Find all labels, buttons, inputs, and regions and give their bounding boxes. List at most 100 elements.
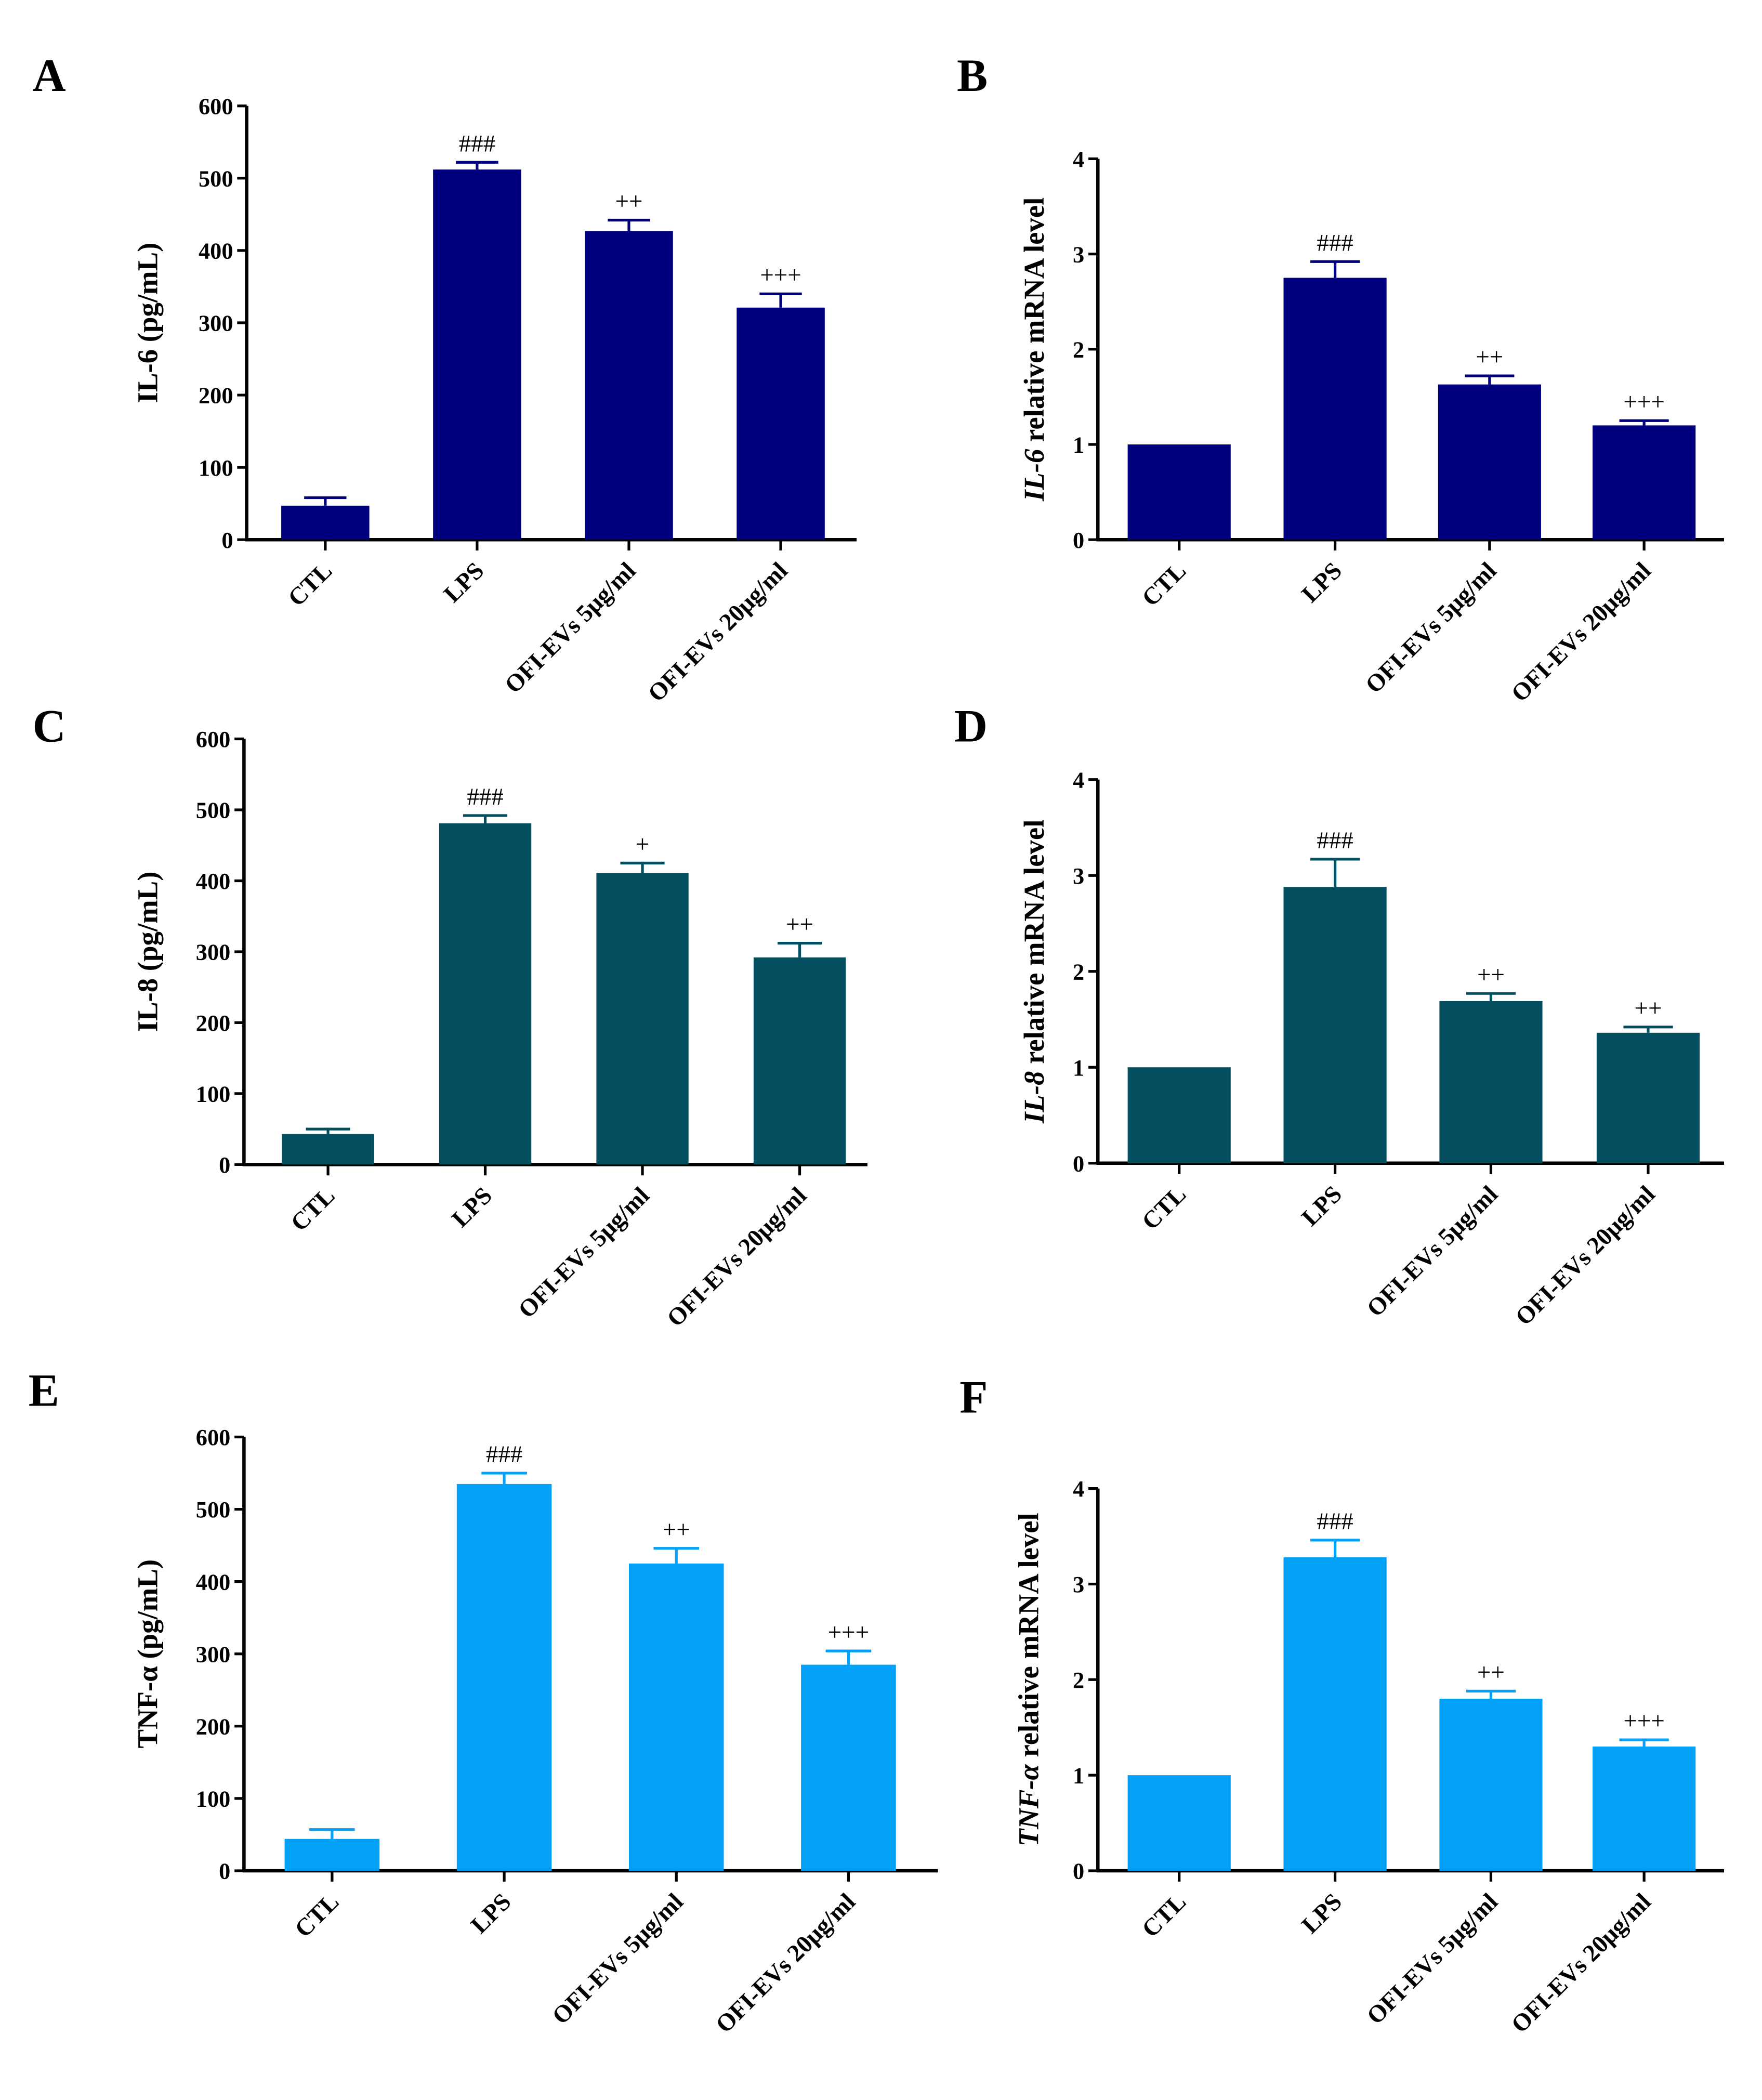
bar-3 [1593,1746,1696,1871]
significance-label: ### [1317,1508,1353,1535]
x-tick-label: OFI-EVs 5μg/ml [1362,1888,1503,2030]
y-axis-label: IL-6 relative mRNA level [1018,198,1050,502]
x-tick-label: CTL [283,557,337,612]
y-axis-label-gene: IL-6 [1018,449,1050,502]
x-tick-label: OFI-EVs 5μg/ml [547,1888,688,2030]
y-tick-label: 400 [196,868,231,894]
panel-e: E 0 100 200 300 400 500 600 TNF-α (pg/mL) CTL LPS #… [29,1366,938,2038]
y-tick-label: 600 [199,93,233,119]
y-tick-label: 600 [196,726,231,752]
y-tick-label: 0 [1073,527,1084,553]
panel-b: B 0 1 2 3 4 IL-6 relative mRNA level CTL LPS ### O… [957,50,1724,707]
x-tick-label: OFI-EVs 5μg/ml [513,1182,654,1323]
y-axis-label: IL-8 relative mRNA level [1018,820,1050,1124]
significance-label: ++ [663,1516,690,1543]
x-tick-label: OFI-EVs 20μg/ml [1506,1888,1656,2039]
y-tick-label: 0 [1073,1858,1084,1884]
x-tick-label: OFI-EVs 20μg/ml [662,1182,812,1332]
y-axis-label-gene: IL-8 [1018,1071,1050,1124]
y-axis-label: TNF-α (pg/mL) [132,1559,163,1749]
y-tick-label: 0 [219,1152,230,1178]
bar-3 [1596,1032,1700,1163]
y-axis-label: TNF-α relative mRNA level [1013,1513,1044,1846]
y-tick-label: 400 [199,238,233,264]
y-tick-label: 0 [219,1858,230,1884]
y-tick-label: 500 [196,797,231,823]
bar-2 [596,873,689,1165]
y-tick-label: 200 [196,1010,231,1036]
significance-label: ### [467,783,503,810]
significance-label: ### [1317,827,1353,854]
y-tick-label: 300 [196,939,231,965]
x-tick-label: OFI-EVs 5μg/ml [1362,1180,1503,1322]
y-tick-label: 100 [196,1786,231,1812]
y-tick-label: 4 [1073,1476,1084,1502]
panel-letter: C [33,701,66,752]
bar-3 [801,1664,896,1871]
y-axis-label-text: relative mRNA level [1018,198,1050,449]
y-tick-label: 4 [1073,146,1084,172]
bar-3 [753,957,846,1165]
bar-2 [585,231,673,540]
significance-label: ++ [1477,961,1505,988]
y-tick-label: 500 [196,1497,231,1522]
panel-f: F 0 1 2 3 4 TNF-α relative mRNA level CTL LPS ###… [959,1372,1724,2039]
bar-0 [281,505,370,540]
y-tick-label: 200 [196,1713,231,1739]
y-tick-label: 1 [1073,1055,1084,1081]
panel-letter: A [33,50,66,101]
bar-0 [1127,1067,1231,1163]
y-tick-label: 600 [196,1424,231,1450]
significance-label: +++ [1623,388,1664,415]
x-tick-label: CTL [1137,1888,1191,1943]
bar-1 [456,1484,552,1871]
y-tick-label: 2 [1073,959,1084,985]
y-tick-label: 300 [199,310,233,336]
significance-label: ### [486,1441,522,1468]
significance-label: ### [459,130,495,157]
panel-a: A 0 100 200 300 400 500 600 IL-6 (pg/mL) CTL LPS ##… [33,50,857,707]
bar-1 [1283,1557,1387,1871]
y-tick-label: 3 [1073,1571,1084,1597]
significance-label: ++ [1476,344,1503,371]
x-tick-label: LPS [446,1182,497,1233]
y-tick-label: 3 [1073,241,1084,267]
x-tick-label: OFI-EVs 20μg/ml [1506,557,1656,707]
y-tick-label: 1 [1073,1763,1084,1789]
significance-label: ### [1317,229,1353,256]
y-tick-label: 300 [196,1641,231,1667]
bar-1 [1283,887,1387,1163]
bar-2 [1439,1001,1543,1163]
x-tick-label: OFI-EVs 20μg/ml [1510,1180,1661,1331]
y-tick-label: 0 [1073,1150,1084,1176]
panel-letter: B [957,50,988,101]
y-axis-label: IL-8 (pg/mL) [132,872,163,1032]
y-axis-label-text: IL-8 (pg/mL) [132,872,163,1032]
bar-2 [1439,1699,1543,1871]
significance-label: +++ [828,1619,869,1646]
panel-c: C 0 100 200 300 400 500 600 IL-8 (pg/mL) CTL LPS ##… [33,701,867,1332]
y-tick-label: 4 [1073,767,1084,793]
bar-2 [628,1563,724,1871]
x-tick-label: OFI-EVs 5μg/ml [499,557,641,699]
x-tick-label: LPS [1296,557,1347,608]
y-tick-label: 2 [1073,1667,1084,1693]
y-tick-label: 200 [199,383,233,409]
bar-0 [1127,444,1231,540]
y-axis-label-text: TNF-α (pg/mL) [132,1559,163,1749]
y-axis-label-text: relative mRNA level [1018,820,1050,1071]
x-tick-label: CTL [1137,1180,1191,1235]
y-tick-label: 500 [199,165,233,191]
x-tick-label: LPS [1296,1180,1347,1231]
x-tick-label: CTL [285,1182,340,1237]
significance-label: ++ [1477,1659,1505,1686]
y-tick-label: 3 [1073,863,1084,889]
panel-letter: F [959,1372,988,1423]
significance-label: +++ [1623,1708,1664,1735]
x-tick-label: CTL [290,1888,344,1943]
significance-label: ++ [786,911,813,938]
x-tick-label: LPS [466,1888,517,1939]
y-tick-label: 100 [196,1081,231,1107]
y-axis-label: IL-6 (pg/mL) [132,243,163,403]
